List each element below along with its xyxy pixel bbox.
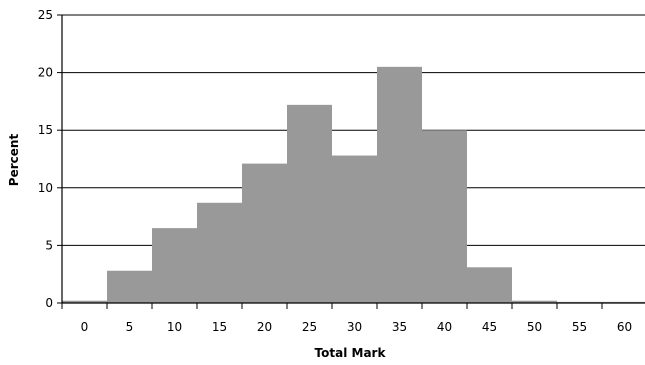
- bar-35: [377, 66, 422, 303]
- bar-0: [62, 300, 107, 303]
- y-tick-label: 10: [38, 181, 53, 195]
- x-tick-label: 15: [212, 320, 227, 334]
- y-tick-label: 15: [38, 123, 53, 137]
- bar-50: [512, 300, 557, 303]
- x-tick-label: 5: [126, 320, 134, 334]
- bar-15: [197, 202, 242, 303]
- bar-45: [467, 267, 512, 303]
- x-tick-label: 60: [617, 320, 632, 334]
- y-tick-label: 5: [45, 238, 53, 252]
- bars: [62, 66, 645, 303]
- bar-30: [332, 155, 377, 303]
- x-axis-ticks: 0 5 10 15 20 25 30 35 40 45 50 55 60: [61, 303, 632, 334]
- bar-10: [152, 228, 197, 303]
- bar-40: [422, 130, 467, 303]
- y-tick-label: 20: [38, 66, 53, 80]
- y-tick-label: 25: [38, 8, 53, 22]
- y-axis-title: Percent: [7, 134, 21, 187]
- y-tick-label: 0: [45, 296, 53, 310]
- x-tick-label: 0: [81, 320, 89, 334]
- gridlines: [62, 14, 645, 246]
- bar-5: [107, 270, 152, 303]
- x-tick-label: 45: [482, 320, 497, 334]
- x-axis-title: Total Mark: [315, 346, 387, 360]
- bar-20: [242, 163, 287, 303]
- y-axis-ticks: 0 5 10 15 20 25: [38, 8, 62, 310]
- x-tick-label: 55: [572, 320, 587, 334]
- bar-25: [287, 104, 332, 303]
- x-tick-label: 40: [437, 320, 452, 334]
- axes: [61, 15, 645, 304]
- x-tick-label: 25: [302, 320, 317, 334]
- x-tick-label: 50: [527, 320, 542, 334]
- x-tick-label: 35: [392, 320, 407, 334]
- x-tick-label: 10: [167, 320, 182, 334]
- x-tick-label: 20: [257, 320, 272, 334]
- x-tick-label: 30: [347, 320, 362, 334]
